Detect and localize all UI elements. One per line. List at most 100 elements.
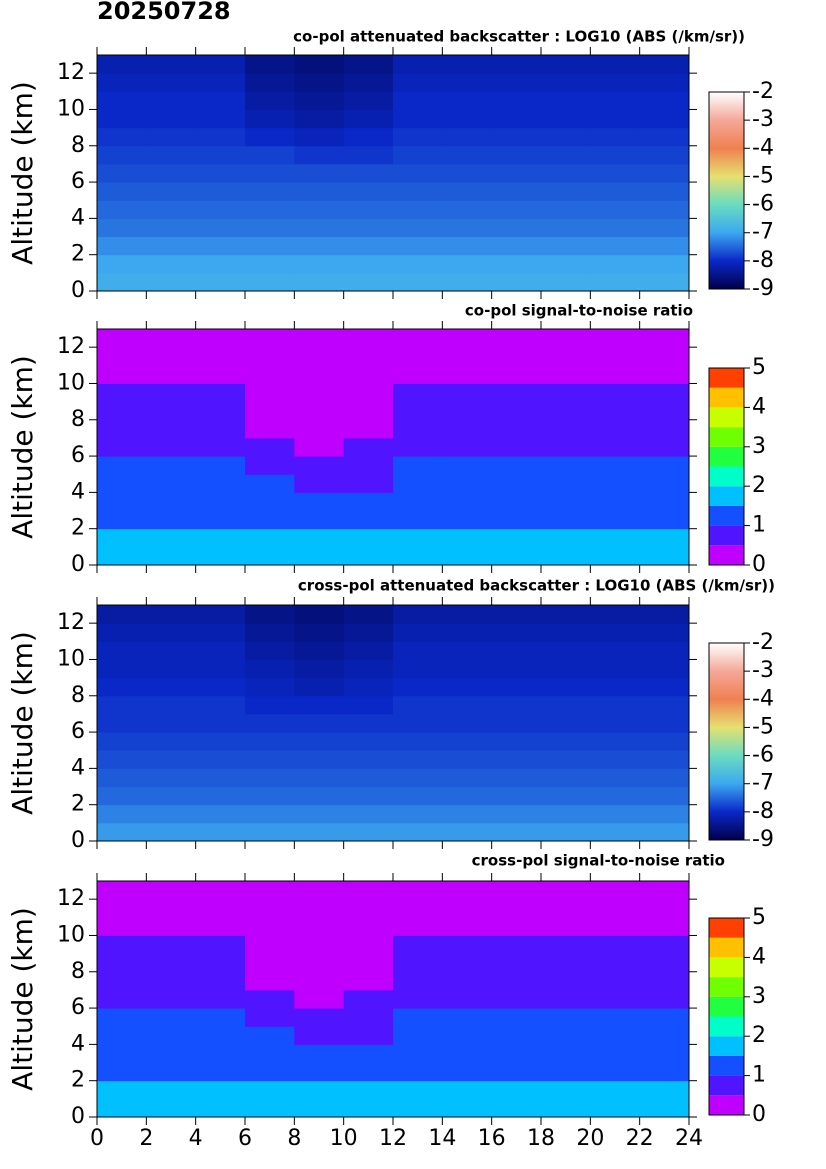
heatmap-cell bbox=[491, 474, 542, 493]
heatmap-cell bbox=[146, 822, 197, 842]
heatmap-cell bbox=[146, 200, 197, 219]
heatmap-cell bbox=[195, 272, 246, 292]
heatmap-cell bbox=[491, 917, 542, 936]
heatmap-cell bbox=[639, 419, 690, 439]
heatmap-cell bbox=[245, 971, 295, 991]
heatmap-cell bbox=[146, 145, 197, 165]
heatmap-cell bbox=[393, 899, 443, 918]
x-tick-label: 6 bbox=[238, 1126, 252, 1151]
heatmap-cell bbox=[343, 419, 394, 439]
colorbar-tick-label: -6 bbox=[752, 192, 774, 217]
colorbar-swatch bbox=[709, 937, 744, 958]
heatmap-cell bbox=[294, 254, 345, 274]
heatmap-cell bbox=[97, 510, 147, 530]
heatmap-cell bbox=[491, 91, 542, 110]
heatmap-cell bbox=[590, 383, 641, 403]
heatmap-cell bbox=[442, 55, 493, 74]
y-tick-label: 8 bbox=[71, 407, 85, 432]
colorbar-tick-label: 1 bbox=[752, 513, 766, 538]
heatmap-cell bbox=[442, 182, 493, 201]
heatmap-cell bbox=[97, 182, 147, 201]
heatmap-cell bbox=[146, 804, 197, 824]
heatmap-cell bbox=[442, 713, 493, 733]
y-tick-label: 8 bbox=[71, 959, 85, 984]
heatmap-cell bbox=[541, 200, 591, 219]
heatmap-cell bbox=[97, 437, 147, 457]
heatmap-cell bbox=[146, 989, 197, 1009]
heatmap-cell bbox=[393, 989, 443, 1009]
heatmap-cell bbox=[541, 677, 591, 697]
heatmap-cell bbox=[294, 492, 345, 512]
heatmap-cell bbox=[146, 732, 197, 751]
heatmap-cell bbox=[393, 437, 443, 457]
heatmap-cell bbox=[491, 528, 542, 548]
heatmap-cell bbox=[639, 272, 690, 292]
heatmap-cell bbox=[146, 546, 197, 566]
heatmap-cell bbox=[541, 272, 591, 292]
heatmap-cell bbox=[541, 456, 591, 475]
heatmap-cell bbox=[590, 218, 641, 238]
heatmap-cell bbox=[97, 145, 147, 165]
heatmap-cell bbox=[195, 254, 246, 274]
heatmap-cell bbox=[590, 953, 641, 973]
heatmap-cell bbox=[195, 73, 246, 92]
heatmap-cell bbox=[97, 917, 147, 936]
heatmap-cell bbox=[343, 1098, 394, 1118]
heatmap-cell bbox=[245, 163, 295, 183]
heatmap-cell bbox=[590, 1062, 641, 1082]
heatmap-cell bbox=[245, 329, 295, 348]
heatmap-cell bbox=[245, 91, 295, 110]
heatmap-cell bbox=[639, 73, 690, 92]
heatmap-cell bbox=[393, 401, 443, 421]
heatmap-cell bbox=[590, 971, 641, 991]
heatmap-cell bbox=[97, 750, 147, 769]
heatmap-cell bbox=[491, 750, 542, 769]
heatmap-cell bbox=[294, 605, 345, 624]
heatmap-cell bbox=[343, 804, 394, 824]
colorbar-swatch bbox=[709, 996, 744, 1017]
heatmap-cell bbox=[639, 55, 690, 74]
y-axis-label: Altitude (km) bbox=[6, 81, 39, 265]
heatmap-cell bbox=[541, 145, 591, 165]
heatmap-cell bbox=[639, 383, 690, 403]
heatmap-cell bbox=[491, 881, 542, 900]
heatmap-cell bbox=[294, 695, 345, 715]
y-tick-label: 4 bbox=[71, 1031, 85, 1056]
heatmap-cell bbox=[442, 1026, 493, 1045]
heatmap-cell bbox=[146, 437, 197, 457]
heatmap-cell bbox=[97, 456, 147, 475]
heatmap-cell bbox=[343, 1044, 394, 1064]
heatmap-cell bbox=[442, 750, 493, 769]
heatmap-cell bbox=[343, 881, 394, 900]
heatmap-cell bbox=[541, 109, 591, 129]
x-tick-label: 16 bbox=[478, 1126, 506, 1151]
heatmap-cell bbox=[343, 200, 394, 219]
heatmap-cell bbox=[541, 1026, 591, 1045]
colorbar-tick-label: -8 bbox=[752, 799, 774, 824]
heatmap-cell bbox=[245, 917, 295, 936]
heatmap-cell bbox=[195, 401, 246, 421]
heatmap-cell bbox=[442, 822, 493, 842]
heatmap-cell bbox=[97, 419, 147, 439]
heatmap-cell bbox=[393, 347, 443, 366]
heatmap-cell bbox=[491, 510, 542, 530]
colorbar-tick-label: 1 bbox=[752, 1063, 766, 1088]
heatmap-cell bbox=[343, 182, 394, 201]
heatmap-cell bbox=[97, 659, 147, 679]
heatmap-cell bbox=[541, 127, 591, 147]
heatmap-cell bbox=[245, 546, 295, 566]
heatmap-cell bbox=[639, 474, 690, 493]
heatmap-cell bbox=[639, 365, 690, 384]
heatmap-cell bbox=[393, 109, 443, 129]
heatmap-cell bbox=[491, 272, 542, 292]
heatmap-cell bbox=[639, 510, 690, 530]
heatmap-cell bbox=[343, 822, 394, 842]
heatmap-cell bbox=[245, 732, 295, 751]
heatmap-cell bbox=[343, 1080, 394, 1100]
heatmap-cell bbox=[294, 73, 345, 92]
heatmap-cell bbox=[541, 437, 591, 457]
heatmap-cell bbox=[195, 695, 246, 715]
heatmap-cell bbox=[590, 935, 641, 955]
heatmap-cell bbox=[442, 329, 493, 348]
heatmap-cell bbox=[590, 623, 641, 642]
